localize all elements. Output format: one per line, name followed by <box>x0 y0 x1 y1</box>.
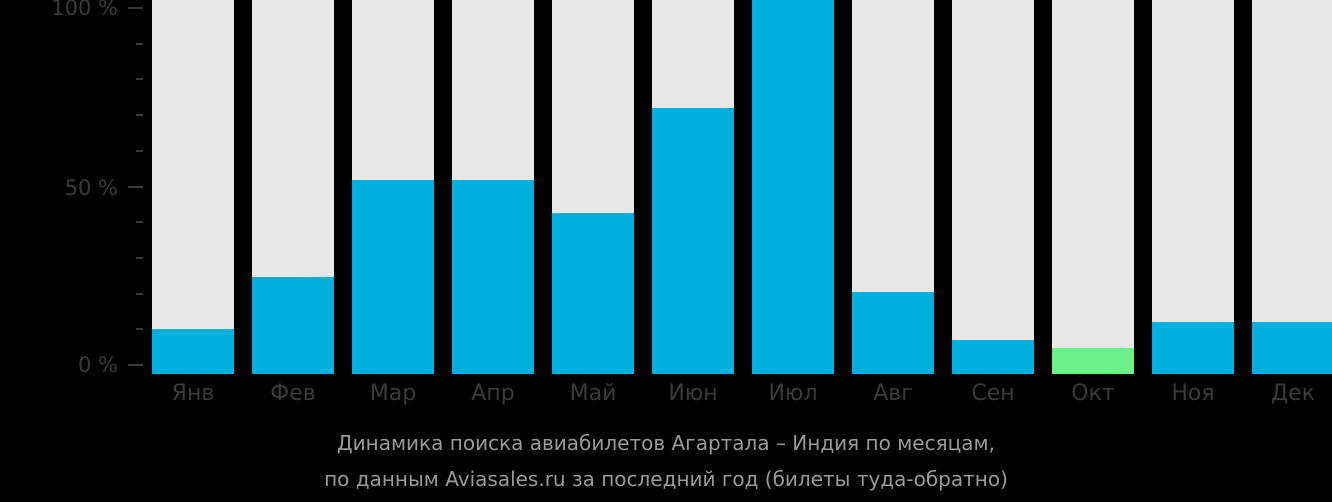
bar-track <box>452 0 534 374</box>
bar-track <box>1252 0 1332 374</box>
y-minor-tick <box>136 149 143 152</box>
bar-value <box>352 179 434 374</box>
bar-track <box>352 0 434 374</box>
bar-track <box>952 0 1034 374</box>
y-minor-tick <box>136 292 143 295</box>
y-minor-tick <box>136 42 143 45</box>
x-tick-label: Май <box>569 381 617 406</box>
y-major-tick <box>128 364 143 366</box>
x-tick-label: Фев <box>270 381 316 406</box>
bar-value <box>1252 321 1332 374</box>
x-tick-label: Апр <box>471 381 515 406</box>
bar-value <box>1052 347 1134 374</box>
bar-track <box>652 0 734 374</box>
bar-track <box>752 0 834 374</box>
y-minor-tick <box>136 221 143 224</box>
y-minor-tick <box>136 78 143 81</box>
bar-value <box>752 0 834 374</box>
bar-track <box>552 0 634 374</box>
x-tick-label: Июл <box>768 381 818 406</box>
y-tick-label-50: 50 % <box>64 176 118 200</box>
y-minor-tick <box>136 328 143 331</box>
x-tick-label: Ноя <box>1171 381 1215 406</box>
y-minor-tick <box>136 114 143 117</box>
y-major-tick <box>128 7 143 9</box>
chart-caption-line2: по данным Aviasales.ru за последний год … <box>324 467 1008 491</box>
bar-value <box>952 340 1034 374</box>
bar-value <box>552 213 634 374</box>
bar-track <box>852 0 934 374</box>
x-tick-label: Мар <box>369 381 417 406</box>
y-tick-label-0: 0 % <box>78 353 118 377</box>
bar-track <box>252 0 334 374</box>
x-tick-label: Авг <box>873 381 913 406</box>
y-major-tick <box>128 185 143 188</box>
x-tick-label: Янв <box>171 381 215 406</box>
bar-value <box>852 291 934 374</box>
bar-value <box>152 329 234 374</box>
bar-value <box>1152 321 1234 374</box>
chart-caption-line1: Динамика поиска авиабилетов Агартала – И… <box>337 431 995 455</box>
bar-value <box>252 276 334 374</box>
x-tick-label: Июн <box>668 381 718 406</box>
y-tick-label-100: 100 % <box>51 0 118 20</box>
bar-track <box>1052 0 1134 374</box>
x-tick-label: Сен <box>971 381 1015 406</box>
y-minor-tick <box>136 256 143 259</box>
bar-value <box>452 179 534 374</box>
bar-track <box>152 0 234 374</box>
x-tick-label: Дек <box>1270 381 1315 406</box>
bar-value <box>652 108 734 374</box>
x-tick-label: Окт <box>1071 381 1115 406</box>
bar-track <box>1152 0 1234 374</box>
